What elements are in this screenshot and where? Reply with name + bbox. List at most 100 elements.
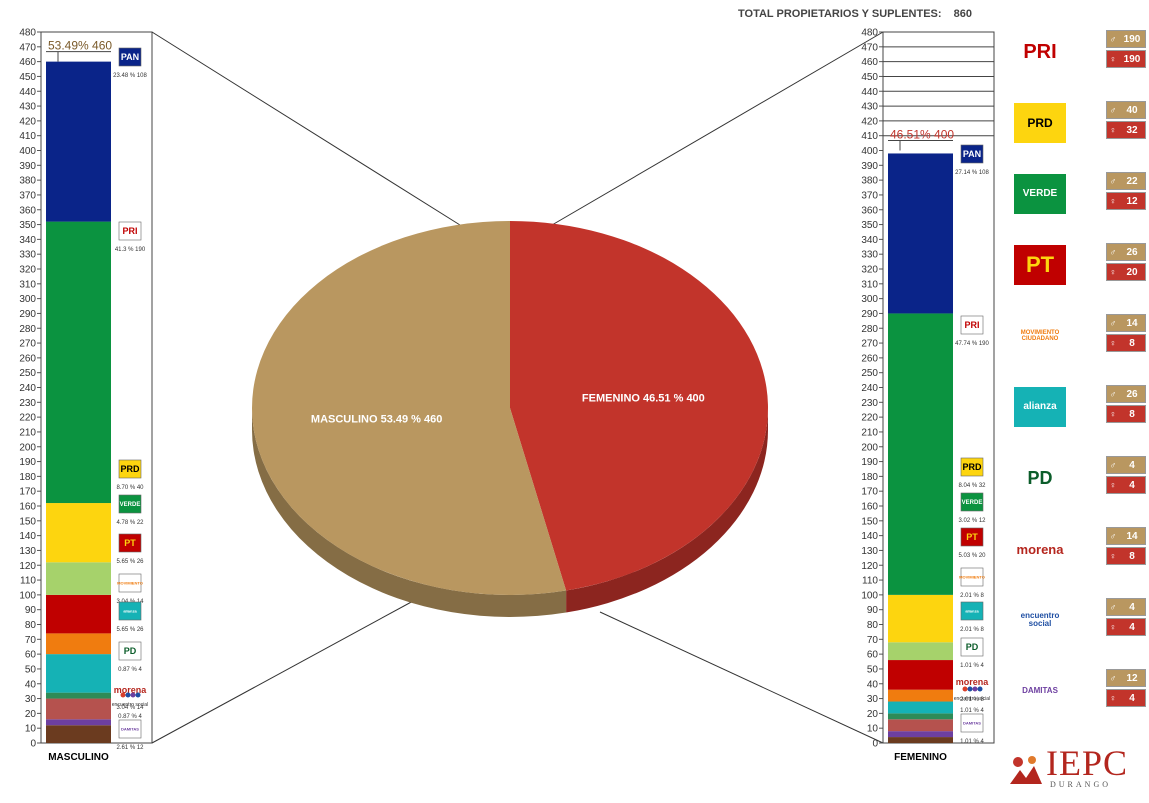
masculino-count-verde: ♂ 22	[1106, 172, 1146, 190]
legend-row-encuentro: encuentro social ♂ 4 ♀ 4	[1006, 594, 1146, 644]
male-icon: ♂	[1109, 105, 1117, 115]
y-tick-label: 40	[25, 679, 37, 690]
y-tick-label: 290	[861, 309, 878, 320]
y-tick-label: 30	[25, 694, 37, 705]
label-alianza: alianza 5.65 % 26	[116, 601, 144, 633]
label-morena: morena 2.01 % 8	[956, 677, 990, 703]
y-tick-label: 210	[19, 427, 36, 438]
label-pt: PT 5.65 % 26	[116, 533, 144, 565]
y-tick-label: 0	[872, 739, 878, 750]
mc-logo-text: MOVIMIENTO CIUDADANO	[1020, 330, 1060, 342]
label-pan: PAN 23.48 % 108	[113, 47, 148, 79]
y-tick-label: 470	[19, 42, 36, 53]
y-tick-label: 480	[861, 28, 878, 39]
y-tick-label: 150	[861, 516, 878, 527]
y-tick-label: 30	[867, 694, 879, 705]
encuentro-icon	[125, 692, 131, 698]
female-icon: ♀	[1109, 409, 1117, 419]
y-tick-label: 320	[19, 265, 36, 276]
pie-slice-0	[251, 221, 567, 595]
y-tick-label: 120	[861, 561, 878, 572]
mc-icon-text: MOVIMIENTO	[117, 580, 143, 585]
y-tick-label: 260	[19, 353, 36, 364]
y-tick-label: 200	[19, 442, 36, 453]
masculino-count-pt: ♂ 26	[1106, 243, 1146, 261]
masculino-count-pd: ♂ 4	[1106, 456, 1146, 474]
encuentro-icon	[972, 686, 978, 692]
pd-logo-icon: PD	[1014, 458, 1066, 498]
label-text-encuentro: 1.01 % 4	[960, 708, 984, 714]
legend-row-verde: VERDE ♂ 22 ♀ 12	[1006, 168, 1146, 218]
pri-icon	[960, 315, 984, 335]
label-prd: PRD 8.04 % 32	[958, 457, 986, 489]
y-tick-label: 370	[19, 190, 36, 201]
y-tick-label: 180	[19, 472, 36, 483]
morena-icon: morena	[956, 677, 990, 687]
y-tick-label: 90	[867, 605, 879, 616]
y-tick-label: 180	[861, 472, 878, 483]
pd-icon	[960, 637, 984, 657]
y-tick-label: 270	[861, 339, 878, 350]
y-tick-label: 460	[861, 57, 878, 68]
mc-icon	[960, 567, 984, 587]
y-tick-label: 160	[19, 502, 36, 513]
count-value: 32	[1126, 124, 1138, 136]
y-tick-label: 250	[19, 368, 36, 379]
label-encuentro: encuentro social 1.01 % 4	[954, 686, 990, 714]
y-tick-label: 450	[861, 72, 878, 83]
label-text-pri: 41.3 % 190	[115, 247, 146, 253]
pt-icon-text: PT	[966, 532, 978, 542]
femenino-count-coalicion: ♀ 4	[1106, 689, 1146, 707]
y-tick-label: 370	[861, 190, 878, 201]
iepc-mark-icon	[1010, 756, 1042, 784]
y-tick-label: 430	[19, 102, 36, 113]
y-tick-label: 240	[861, 383, 878, 394]
y-tick-label: 20	[867, 709, 879, 720]
connector-lines	[151, 31, 884, 744]
coalicion-logo-icon: DAMITAS	[1014, 671, 1066, 711]
pri-icon-text: PRI	[122, 226, 137, 236]
pt-icon	[118, 533, 142, 553]
mc-icon-text: MOVIMIENTO	[959, 574, 985, 579]
label-text-pt: 5.65 % 26	[116, 559, 144, 565]
femenino-count-encuentro: ♀ 4	[1106, 618, 1146, 636]
y-tick-label: 130	[861, 546, 878, 557]
count-value: 8	[1129, 408, 1135, 420]
label-text-pd: 0.87 % 4	[118, 667, 142, 673]
label-morena: morena 3.04 % 14	[114, 685, 148, 711]
y-tick-label: 150	[19, 516, 36, 527]
label-text-encuentro: 0.87 % 4	[118, 714, 142, 720]
morena-logo-icon: morena	[1014, 529, 1066, 569]
iepc-logo: IEPC DURANGO	[1006, 742, 1146, 797]
encuentro-icon: encuentro social	[954, 696, 990, 702]
y-tick-label: 360	[861, 205, 878, 216]
male-icon: ♂	[1109, 673, 1117, 683]
y-tick-label: 400	[19, 146, 36, 157]
femenino-count-morena: ♀ 8	[1106, 547, 1146, 565]
y-tick-label: 400	[861, 146, 878, 157]
label-text-mc: 2.01 % 8	[960, 593, 984, 599]
masculino-count-encuentro: ♂ 4	[1106, 598, 1146, 616]
female-icon: ♀	[1109, 267, 1117, 277]
count-value: 8	[1129, 550, 1135, 562]
masculino-count-mc: ♂ 14	[1106, 314, 1146, 332]
label-coalicion: DAMITAS 1.01 % 4	[960, 713, 985, 745]
y-tick-label: 20	[25, 709, 37, 720]
y-tick-label: 440	[861, 87, 878, 98]
y-tick-label: 420	[861, 116, 878, 127]
alianza-logo-text: alianza	[1023, 401, 1057, 412]
y-tick-label: 230	[19, 398, 36, 409]
female-icon: ♀	[1109, 196, 1117, 206]
bar-segment-pan	[46, 61, 111, 222]
pan-icon	[960, 144, 984, 164]
y-tick-label: 70	[867, 635, 879, 646]
male-icon: ♂	[1109, 34, 1117, 44]
count-value: 4	[1129, 692, 1135, 704]
pt-logo-text: PT	[1025, 252, 1055, 277]
bar-segment-alianza	[46, 654, 111, 693]
femenino-count-verde: ♀ 12	[1106, 192, 1146, 210]
prd-icon-text: PRD	[120, 464, 140, 474]
pan-icon	[118, 47, 142, 67]
encuentro-icon: encuentro social	[112, 702, 148, 708]
label-alianza: alianza 2.01 % 8	[960, 601, 985, 633]
